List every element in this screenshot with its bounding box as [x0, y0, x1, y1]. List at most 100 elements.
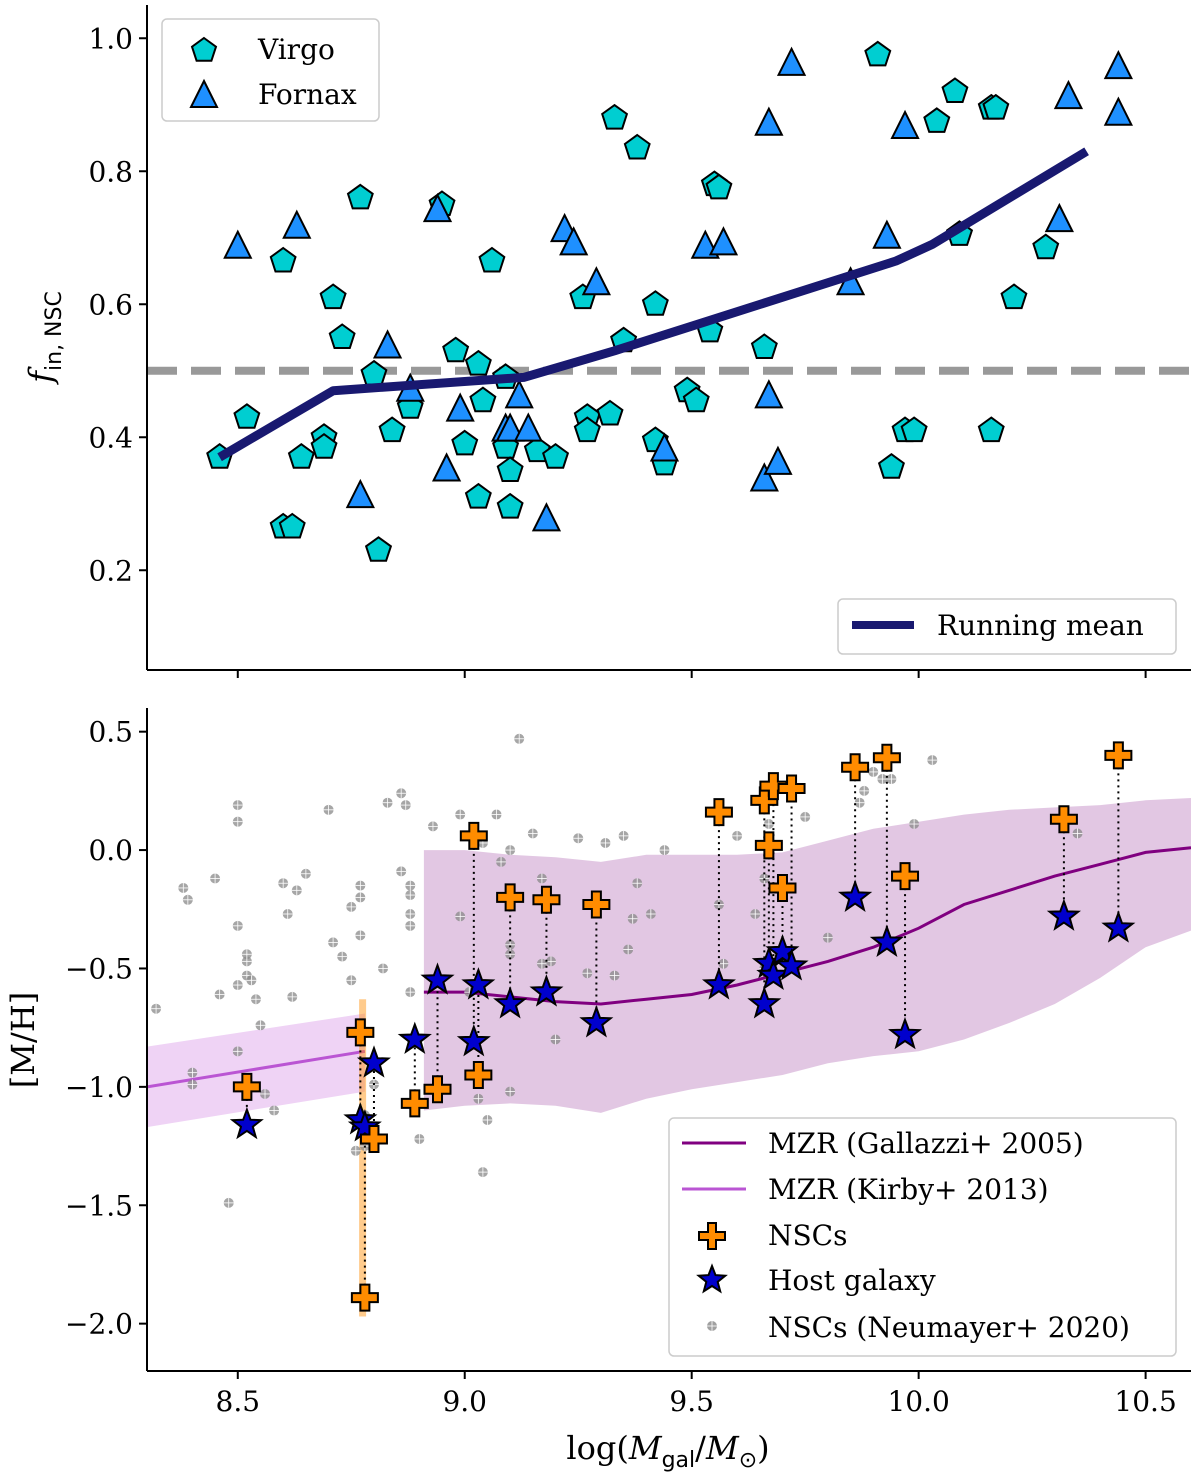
virgo-point [287, 442, 315, 469]
neumayer-point [396, 866, 407, 877]
virgo-point [269, 246, 297, 273]
neumayer-point [732, 830, 743, 841]
bottom-y-tick-label: −1.5 [65, 1189, 133, 1222]
host-galaxy-point [1046, 898, 1081, 931]
host-galaxy-point [765, 933, 800, 967]
host-galaxy-point [774, 948, 809, 981]
bottom-legend: MZR (Gallazzi+ 2005) MZR (Kirby+ 2013) N… [668, 1117, 1177, 1357]
neumayer-point [337, 951, 348, 962]
virgo-point [469, 386, 497, 413]
neumayer-point [1072, 828, 1083, 839]
bottom-y-tick-label: 0.0 [88, 834, 133, 867]
neumayer-point [350, 1145, 361, 1156]
neumayer-point [355, 880, 366, 891]
virgo-point [1032, 233, 1060, 260]
neumayer-point [346, 975, 357, 986]
nsc-point [400, 1089, 429, 1118]
top-y-tick-label: 0.2 [88, 554, 133, 587]
legend-host-label: Host galaxy [768, 1264, 936, 1297]
nsc-point [1104, 741, 1133, 770]
neumayer-point [623, 944, 634, 955]
virgo-point [319, 283, 347, 310]
legend-neumayer-marker [707, 1321, 717, 1331]
nsc-point [768, 873, 797, 902]
neumayer-point [178, 882, 189, 893]
host-galaxy-point [888, 1016, 923, 1050]
virgo-point [864, 40, 892, 67]
neumayer-point [800, 811, 811, 822]
bottom-y-tick-label: −2.0 [65, 1308, 133, 1341]
neumayer-point [287, 991, 298, 1002]
neumayer-point [187, 1067, 198, 1078]
neumayer-point [182, 894, 193, 905]
neumayer-point [427, 821, 438, 832]
virgo-point [573, 416, 601, 443]
fornax-point [504, 379, 534, 409]
neumayer-point [505, 845, 516, 856]
virgo-point [596, 399, 624, 426]
neumayer-point [214, 989, 225, 1000]
virgo-point [877, 452, 905, 479]
virgo-point [542, 442, 570, 469]
host-galaxy-point [529, 974, 564, 1007]
neumayer-point [232, 1046, 243, 1057]
virgo-point [278, 512, 306, 539]
host-galaxy-point [347, 1109, 382, 1142]
virgo-point [451, 429, 479, 456]
fornax-point [708, 226, 739, 256]
neumayer-point [877, 774, 888, 785]
nsc-point [464, 1061, 493, 1090]
fornax-point [649, 432, 680, 462]
nsc-point [704, 798, 733, 827]
top-y-tick-label: 0.8 [88, 155, 133, 188]
virgo-point [360, 359, 388, 386]
bottom-panel: −2.0−1.5−1.0−0.50.00.58.5 9.0 9.5 10.0 10.5 … [4, 708, 1191, 1473]
kirby-line [147, 1049, 366, 1089]
neumayer-point [859, 785, 870, 796]
legend-nsc-label: NSCs [768, 1219, 847, 1252]
neumayer-point [573, 833, 584, 844]
host-galaxy-point [838, 879, 873, 912]
virgo-point [900, 416, 928, 443]
fornax-point [1103, 49, 1133, 80]
virgo-point [623, 133, 651, 160]
host-galaxy-point [229, 1106, 264, 1140]
legend-fornax-marker [189, 78, 219, 108]
neumayer-point [414, 1133, 425, 1144]
virgo-point [496, 492, 524, 519]
neumayer-point [187, 1079, 198, 1090]
gallazzi-line [423, 846, 1191, 1006]
fornax-point [445, 392, 475, 422]
host-galaxy-point [493, 986, 528, 1019]
neumayer-point [909, 819, 920, 830]
neumayer-point [455, 911, 466, 922]
fornax-point [763, 445, 793, 475]
neumayer-point [346, 901, 357, 912]
fornax-point [345, 478, 375, 509]
nsc-point [532, 885, 561, 914]
neumayer-point [291, 885, 302, 896]
legend-kirby-label: MZR (Kirby+ 2013) [768, 1173, 1049, 1206]
virgo-point [478, 246, 506, 273]
virgo-point [682, 386, 710, 413]
host-galaxy-point [1101, 910, 1136, 943]
neumayer-point [582, 968, 593, 979]
nsc-point [346, 1018, 375, 1047]
legend-gallazzi-label: MZR (Gallazzi+ 2005) [768, 1127, 1084, 1160]
virgo-point [310, 432, 338, 459]
nsc-point [777, 774, 806, 803]
neumayer-point [232, 800, 243, 811]
neumayer-point [405, 880, 416, 891]
nsc-point [350, 1283, 379, 1312]
top-y-tick-label: 1.0 [88, 22, 133, 55]
neumayer-point [527, 828, 538, 839]
legend-nsc-marker [698, 1222, 726, 1250]
neumayer-point [609, 970, 620, 981]
neumayer-point [405, 987, 416, 998]
neumayer-point [477, 1167, 488, 1178]
host-galaxy-point [397, 1021, 432, 1054]
virgo-point [464, 349, 492, 376]
nsc-point [891, 862, 920, 891]
neumayer-point [713, 899, 724, 910]
host-galaxy-point [701, 967, 736, 1000]
